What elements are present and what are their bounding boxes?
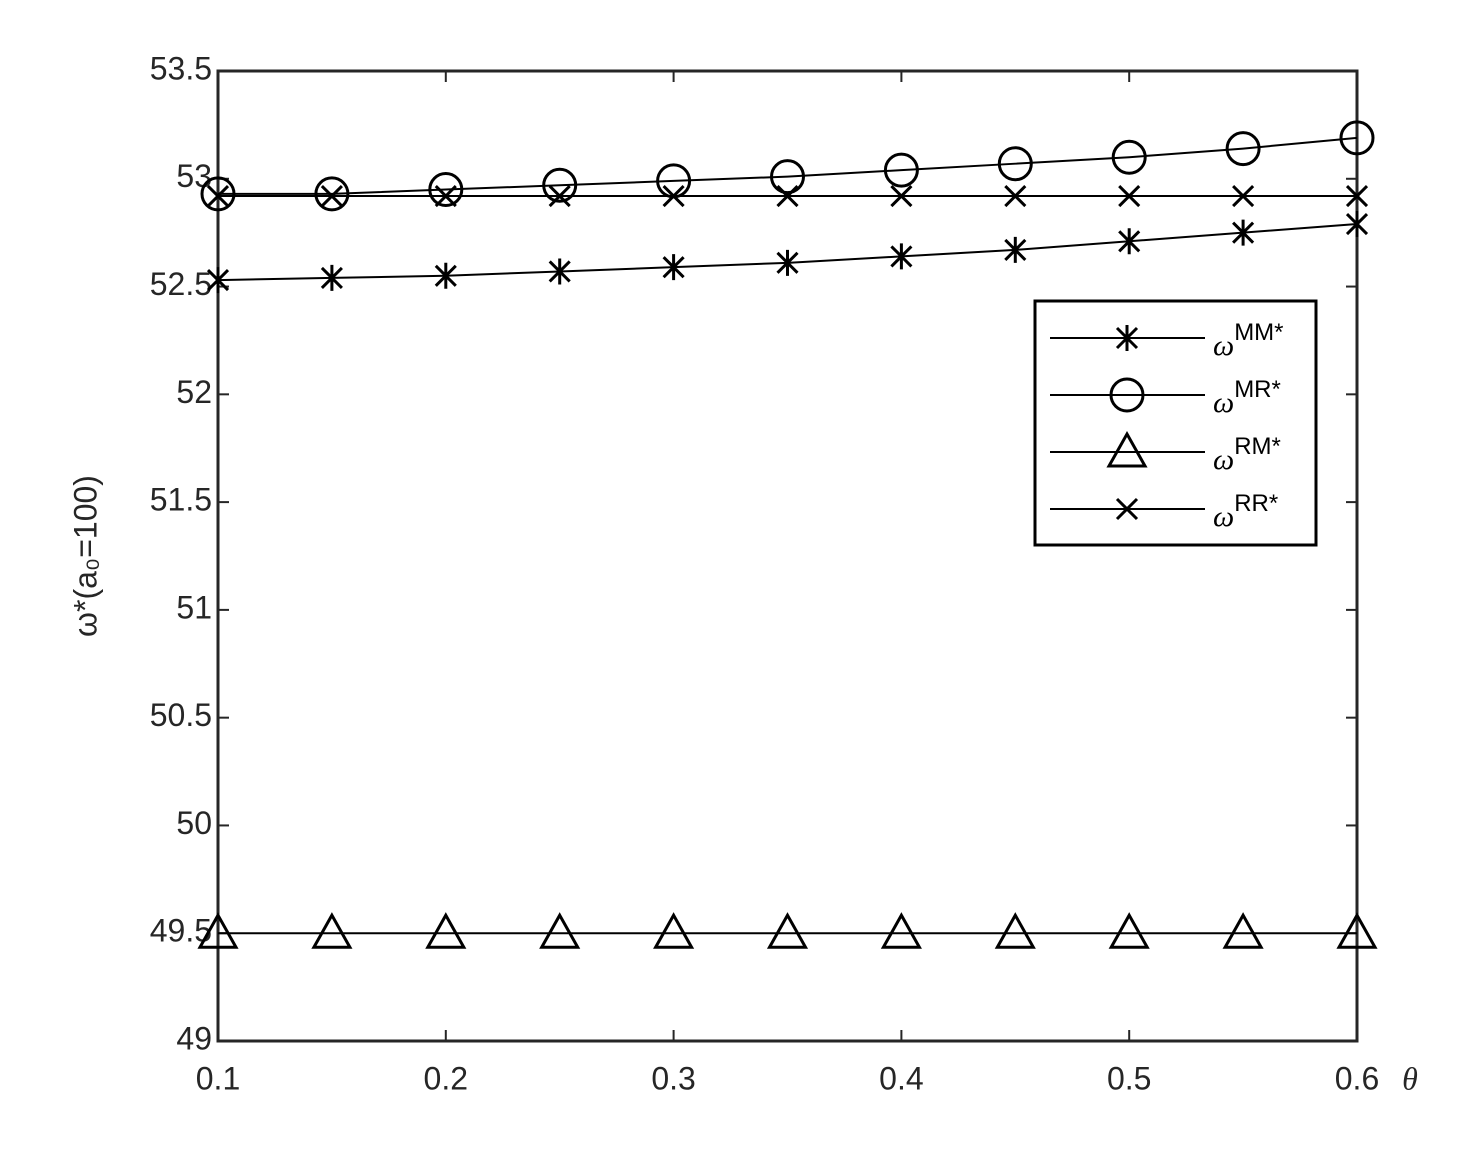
- x-tick-label: 0.2: [424, 1060, 468, 1096]
- y-tick-label: 50.5: [150, 697, 212, 733]
- marker: [776, 249, 799, 276]
- y-tick-label: 52.5: [150, 266, 212, 302]
- y-axis-label: ω*(a₀=100): [67, 475, 103, 637]
- marker: [770, 159, 805, 195]
- marker: [320, 264, 343, 291]
- y-tick-label: 53: [176, 158, 212, 194]
- legend-entry: MM*: [1234, 319, 1283, 346]
- marker: [776, 184, 799, 208]
- marker: [1345, 211, 1369, 238]
- marker: [434, 184, 457, 208]
- marker: [311, 912, 353, 949]
- legend-symbol: ω: [1213, 386, 1234, 419]
- x-tick-label: 0.1: [196, 1060, 240, 1096]
- y-tick-label: 53.5: [150, 50, 212, 86]
- legend-label: ωRR*: [1213, 490, 1278, 533]
- marker: [542, 167, 578, 203]
- marker: [653, 912, 695, 949]
- y-tick-label: 52: [176, 374, 212, 410]
- legend-entry: RR*: [1234, 490, 1278, 517]
- marker: [662, 184, 685, 208]
- marker: [1345, 184, 1369, 208]
- marker: [539, 912, 581, 949]
- legend-label: ωRM*: [1213, 433, 1281, 476]
- marker: [1118, 228, 1141, 255]
- marker: [1115, 497, 1139, 521]
- marker: [1339, 120, 1375, 156]
- legend-label: ωMM*: [1213, 319, 1284, 362]
- legend-box: [1033, 299, 1318, 547]
- marker: [662, 254, 685, 281]
- marker: [1118, 184, 1141, 208]
- marker: [1232, 184, 1255, 208]
- y-tick-label: 50: [176, 805, 212, 841]
- x-tick-label: 0.5: [1107, 1060, 1151, 1096]
- marker: [428, 172, 464, 208]
- marker: [1108, 912, 1150, 949]
- x-tick-label: 0.3: [651, 1060, 695, 1096]
- marker: [548, 258, 571, 285]
- marker: [1225, 131, 1261, 167]
- marker: [1232, 219, 1255, 246]
- legend-label: ωMR*: [1213, 376, 1281, 419]
- legend-symbol: ω: [1213, 443, 1234, 476]
- marker: [1115, 325, 1139, 351]
- legend-symbol: ω: [1213, 500, 1234, 533]
- y-tick-label: 51.5: [150, 482, 212, 518]
- marker: [434, 262, 457, 289]
- marker: [314, 176, 350, 212]
- marker: [206, 267, 230, 294]
- legend-entry: RM*: [1234, 433, 1281, 460]
- x-tick-label: 0.4: [879, 1060, 923, 1096]
- series-line: [218, 136, 1358, 195]
- marker: [1111, 139, 1147, 175]
- marker: [883, 152, 919, 188]
- y-tick-label: 49: [176, 1020, 212, 1056]
- marker: [1004, 184, 1027, 208]
- marker: [890, 243, 913, 270]
- marker: [1336, 912, 1378, 949]
- marker: [1222, 912, 1264, 949]
- marker: [994, 912, 1036, 949]
- marker: [766, 912, 809, 949]
- marker: [206, 184, 230, 208]
- marker: [1109, 377, 1145, 413]
- marker: [548, 184, 571, 208]
- x-axis-label: θ: [1402, 1060, 1418, 1096]
- y-tick-label: 51: [176, 589, 212, 625]
- marker: [425, 912, 467, 949]
- marker: [320, 184, 343, 208]
- x-tick-label: 0.6: [1335, 1060, 1379, 1096]
- marker: [1004, 236, 1027, 263]
- marker: [880, 912, 922, 949]
- legend-entry: MR*: [1234, 376, 1281, 403]
- marker: [1106, 430, 1148, 468]
- marker: [200, 176, 236, 212]
- marker: [197, 912, 239, 949]
- plot-area: [216, 69, 1359, 1043]
- legend-symbol: ω: [1213, 329, 1234, 362]
- marker: [997, 146, 1033, 182]
- marker: [890, 184, 913, 208]
